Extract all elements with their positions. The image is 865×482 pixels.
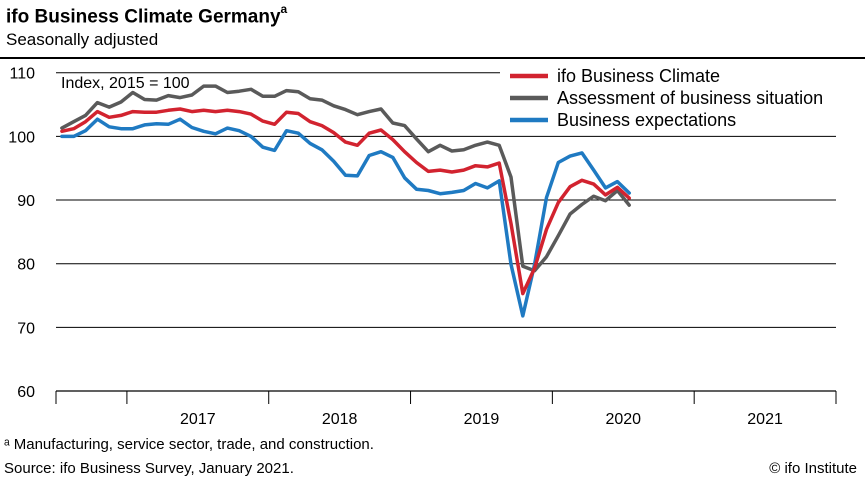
legend-label-2: Business expectations: [557, 110, 736, 130]
title-footnote-marker: a: [280, 2, 288, 16]
legend-label-0: ifo Business Climate: [557, 66, 720, 86]
index-label: Index, 2015 = 100: [61, 75, 190, 92]
y-tick-label-110: 110: [9, 66, 35, 83]
series-line-ifo-business-climate: [60, 107, 631, 296]
chart-title: ifo Business Climate Germanya: [6, 2, 288, 28]
y-tick-label-100: 100: [8, 129, 35, 146]
top-divider: [0, 57, 865, 59]
copyright: © ifo Institute: [769, 460, 857, 477]
x-tick-label-2017: 2017: [180, 411, 216, 428]
source-note: Source: ifo Business Survey, January 202…: [4, 460, 294, 477]
chart-subtitle: Seasonally adjusted: [6, 30, 159, 49]
x-tick-label-2020: 2020: [605, 411, 641, 428]
y-tick-label-90: 90: [17, 193, 35, 210]
y-tick-label-60: 60: [17, 384, 35, 401]
chart-title-text: ifo Business Climate Germany: [6, 6, 281, 28]
y-tick-label-70: 70: [17, 320, 35, 337]
footnote: ᵃ Manufacturing, service sector, trade, …: [4, 436, 374, 453]
x-tick-label-2021: 2021: [747, 411, 783, 428]
x-tick-label-2019: 2019: [464, 411, 500, 428]
line-chart: 60 70 80 90 100 110 2017 2018 2019 2020 2021 Index,…: [8, 66, 837, 428]
x-tick-label-2018: 2018: [322, 411, 358, 428]
series-line-business-expectations: [60, 117, 631, 318]
legend-label-1: Assessment of business situation: [557, 88, 823, 108]
y-tick-label-80: 80: [17, 257, 35, 274]
